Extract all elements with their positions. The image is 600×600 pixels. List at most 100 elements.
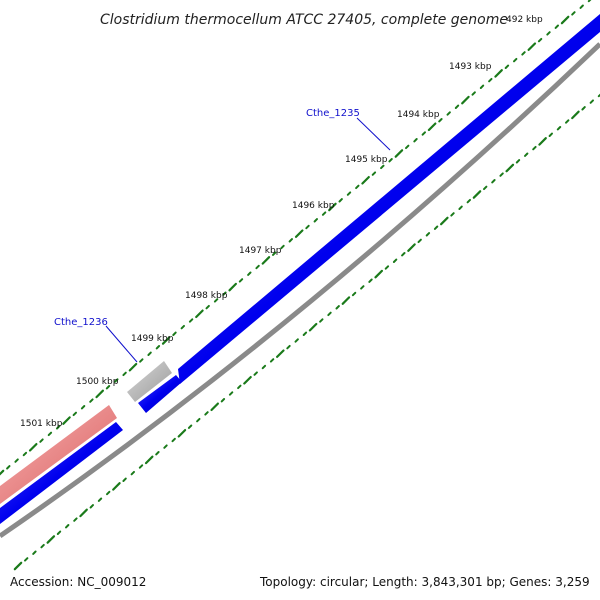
gc-inner-mark <box>171 437 176 443</box>
gc-inner-mark <box>524 152 529 157</box>
gc-outer-mark <box>147 351 152 356</box>
gc-inner-mark <box>97 497 103 502</box>
tick-label-1499: 1499 kbp <box>131 334 174 344</box>
gc-outer-mark <box>122 371 127 377</box>
gene-label-leader-cthe-1235 <box>356 117 391 151</box>
gc-outer-mark <box>6 465 11 470</box>
gc-inner-mark <box>155 451 160 456</box>
gc-outer-mark <box>546 31 551 36</box>
gc-outer-mark <box>305 224 310 230</box>
gc-inner-mark <box>425 232 431 237</box>
gc-inner-mark <box>122 477 127 482</box>
gc-outer-mark <box>22 451 28 457</box>
gc-inner-mark <box>327 311 332 317</box>
gc-inner-mark <box>392 258 398 263</box>
gc-inner-mark <box>433 225 439 230</box>
gc-outer-mark <box>139 358 144 363</box>
gc-inner-mark <box>368 278 373 283</box>
gc-inner-mark <box>79 508 88 518</box>
gc-outer-mark <box>0 469 5 476</box>
gc-outer-mark <box>172 331 177 336</box>
gc-outer-mark <box>471 91 476 96</box>
gene-label-leader-cthe-1236 <box>105 325 138 363</box>
gc-inner-mark <box>491 179 496 184</box>
gc-outer-mark <box>62 416 71 425</box>
gc-outer-mark <box>321 211 327 216</box>
gc-outer-mark <box>247 271 252 276</box>
gc-inner-mark <box>237 384 242 390</box>
gc-inner-mark <box>187 424 193 429</box>
gc-inner-mark <box>46 535 56 544</box>
gc-inner-mark <box>144 455 154 465</box>
gc-outer-mark <box>427 122 437 132</box>
gc-outer-mark <box>28 443 38 452</box>
gc-outer-mark <box>488 77 493 83</box>
gc-outer-mark <box>89 398 94 403</box>
tick-label-1495: 1495 kbp <box>345 155 388 165</box>
gc-inner-mark <box>360 285 365 290</box>
tick-label-1500: 1500 kbp <box>76 377 119 387</box>
gc-outer-mark <box>238 278 244 283</box>
gc-inner-mark <box>401 252 406 257</box>
gc-inner-mark <box>515 159 521 164</box>
gc-outer-mark <box>280 244 285 250</box>
gc-outer-mark <box>513 57 518 63</box>
accession-label: Accession: NC_009012 <box>10 575 146 589</box>
tick-label-1501: 1501 kbp <box>20 419 63 429</box>
tick-label-1494: 1494 kbp <box>397 110 440 120</box>
gc-inner-mark <box>56 530 62 535</box>
gc-inner-mark <box>341 296 351 305</box>
gc-outer-mark <box>205 304 210 310</box>
gc-outer-mark <box>446 111 451 116</box>
gc-inner-mark <box>204 411 209 416</box>
gc-outer-mark <box>313 218 318 223</box>
gc-inner-mark <box>138 464 144 469</box>
gc-inner-mark <box>177 429 187 438</box>
gc-inner-mark <box>483 185 488 191</box>
gc-inner-mark <box>112 482 121 491</box>
genome-summary: Topology: circular; Length: 3,843,301 bp… <box>259 575 590 589</box>
gc-inner-mark <box>565 119 570 124</box>
gc-inner-mark <box>308 322 318 332</box>
gene-feature-cthe-1236[interactable] <box>138 375 182 413</box>
rna-feature[interactable] <box>0 405 117 504</box>
gc-outer-mark <box>105 385 111 390</box>
gc-inner-mark <box>538 137 547 146</box>
gc-outer-mark <box>571 11 576 16</box>
gene-feature-cthe-1236-pseudo[interactable] <box>127 361 172 402</box>
gc-inner-mark <box>276 349 285 358</box>
gc-outer-mark <box>39 438 44 443</box>
gc-inner-mark <box>440 216 449 226</box>
gc-inner-mark <box>556 126 562 131</box>
gc-inner-mark <box>24 557 29 562</box>
gc-content-track-inner <box>13 93 600 571</box>
gc-inner-mark <box>163 444 168 449</box>
gc-inner-mark <box>269 358 275 363</box>
gc-outer-mark <box>288 238 293 243</box>
gene-label-cthe-1235[interactable]: Cthe_1235 <box>306 108 360 119</box>
gc-outer-mark <box>346 191 352 196</box>
gc-inner-mark <box>89 504 94 509</box>
gene-label-cthe-1236[interactable]: Cthe_1236 <box>54 317 108 328</box>
gc-outer-mark <box>537 37 543 43</box>
gene-feature-left-cds[interactable] <box>0 422 123 524</box>
gc-inner-mark <box>286 344 291 350</box>
gc-outer-mark <box>222 291 227 296</box>
tick-label-1496: 1496 kbp <box>292 201 335 211</box>
gene-feature-cthe-1235[interactable] <box>178 14 600 384</box>
gc-outer-mark <box>355 184 360 190</box>
gene-labels: Cthe_1235 Cthe_1236 <box>54 108 391 363</box>
gc-inner-mark <box>210 402 219 412</box>
gc-outer-mark <box>454 104 460 109</box>
genome-title: Clostridium thermocellum ATCC 27405, com… <box>100 12 508 28</box>
gc-outer-mark <box>504 64 510 69</box>
gc-outer-mark <box>114 378 119 383</box>
gc-outer-mark <box>14 458 19 463</box>
gc-inner-mark <box>581 106 586 111</box>
gc-inner-mark <box>302 331 308 336</box>
gc-inner-mark <box>65 524 70 529</box>
gc-outer-mark <box>587 0 592 3</box>
gc-inner-mark <box>40 543 45 549</box>
gc-outer-mark <box>438 118 443 123</box>
